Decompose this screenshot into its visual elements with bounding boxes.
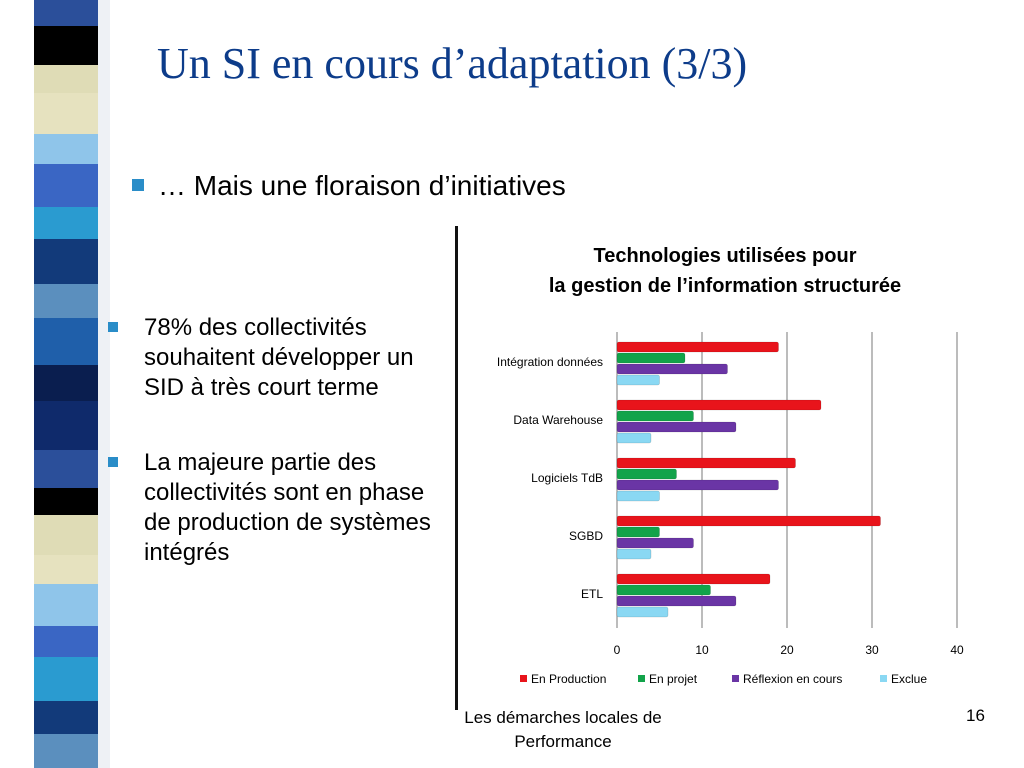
category-label: ETL xyxy=(581,587,603,601)
stripe-block xyxy=(34,555,98,584)
bar xyxy=(616,432,652,444)
bar xyxy=(616,457,796,469)
stripe-block xyxy=(34,488,98,515)
category-label: Logiciels TdB xyxy=(531,471,603,485)
bar xyxy=(616,468,677,480)
bullet-item: La majeure partie des collectivités sont… xyxy=(108,448,448,568)
category-label: Intégration données xyxy=(497,355,603,369)
bar xyxy=(616,363,728,375)
x-tick-label: 40 xyxy=(950,643,964,657)
legend-label: En projet xyxy=(649,672,698,686)
legend-swatch xyxy=(520,675,527,682)
square-bullet-icon xyxy=(132,179,144,191)
stripe-block xyxy=(34,134,98,164)
decorative-stripe-bar xyxy=(34,0,110,768)
bar xyxy=(616,341,779,353)
legend-label: Réflexion en cours xyxy=(743,672,842,686)
bar xyxy=(616,421,737,433)
bar xyxy=(616,548,652,560)
stripe-block xyxy=(34,515,98,555)
bullet-list: 78% des collectivités souhaitent dévelop… xyxy=(108,313,448,613)
legend-swatch xyxy=(880,675,887,682)
legend-swatch xyxy=(732,675,739,682)
stripe-block xyxy=(34,26,98,65)
bar xyxy=(616,374,660,386)
category-label: SGBD xyxy=(569,529,603,543)
stripe-block xyxy=(34,239,98,284)
bar xyxy=(616,410,694,422)
bullet-item: 78% des collectivités souhaitent dévelop… xyxy=(108,313,448,403)
bar xyxy=(616,595,737,607)
legend-swatch xyxy=(638,675,645,682)
bar xyxy=(616,606,669,618)
page-number: 16 xyxy=(966,706,985,725)
slide-title: Un SI en cours d’adaptation (3/3) xyxy=(157,39,748,88)
category-label: Data Warehouse xyxy=(513,413,603,427)
bar xyxy=(616,399,822,411)
stripe-block xyxy=(34,318,98,365)
chart-title-line: la gestion de l’information structurée xyxy=(549,275,901,297)
square-bullet-icon xyxy=(108,322,118,332)
x-tick-label: 30 xyxy=(865,643,879,657)
stripe-block xyxy=(34,584,98,626)
x-tick-label: 20 xyxy=(780,643,794,657)
stripe-block xyxy=(34,450,98,488)
stripe-block xyxy=(34,164,98,207)
x-tick-label: 10 xyxy=(695,643,709,657)
bar xyxy=(616,526,660,538)
bar xyxy=(616,490,660,502)
stripe-block xyxy=(34,734,98,768)
slide-subtitle: … Mais une floraison d’initiatives xyxy=(132,170,566,202)
bullet-text: La majeure partie des collectivités sont… xyxy=(144,449,431,566)
stripe-edge xyxy=(98,0,110,768)
stripe-block xyxy=(34,207,98,239)
stripe-block xyxy=(34,284,98,318)
stripe-block xyxy=(34,365,98,401)
chart-title-line: Technologies utilisées pour xyxy=(593,245,856,267)
bar xyxy=(616,584,711,596)
bar xyxy=(616,515,881,527)
stripe-block xyxy=(34,65,98,93)
bar xyxy=(616,479,779,491)
x-tick-label: 0 xyxy=(614,643,621,657)
stripe-block xyxy=(34,0,98,26)
bullet-text: 78% des collectivités souhaitent dévelop… xyxy=(144,314,414,401)
vertical-divider xyxy=(455,226,458,710)
bar xyxy=(616,573,771,585)
bar xyxy=(616,537,694,549)
legend-label: En Production xyxy=(531,672,606,686)
stripe-block xyxy=(34,401,98,450)
bar xyxy=(616,352,686,364)
stripe-block xyxy=(34,93,98,134)
technologies-bar-chart: Technologies utilisées pour la gestion de… xyxy=(497,245,964,686)
stripe-block xyxy=(34,626,98,657)
footer-text: Les démarches locales de Performance xyxy=(464,708,662,751)
subtitle-text: … Mais une floraison d’initiatives xyxy=(158,170,566,201)
stripe-block xyxy=(34,701,98,734)
legend-label: Exclue xyxy=(891,672,927,686)
stripe-block xyxy=(34,657,98,701)
square-bullet-icon xyxy=(108,457,118,467)
